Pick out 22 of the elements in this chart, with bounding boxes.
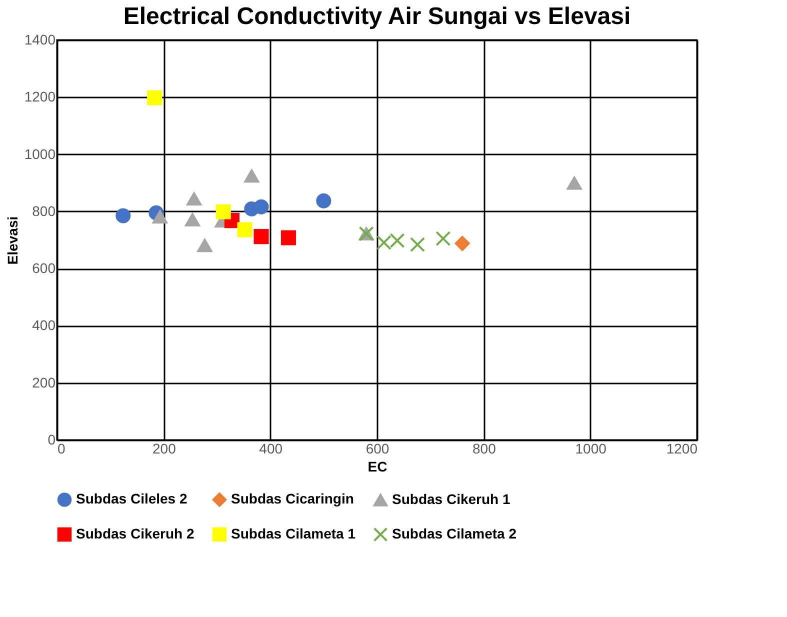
x-tick-label: 1000 xyxy=(575,440,607,456)
x-tick-label: 400 xyxy=(259,440,283,456)
legend-label: Subdas Cikeruh 1 xyxy=(392,491,510,508)
legend-label: Subdas Cilameta 1 xyxy=(231,526,356,542)
y-tick-label: 1200 xyxy=(24,88,56,105)
chart-title: Electrical Conductivity Air Sungai vs Elevasi xyxy=(123,3,631,30)
y-tick-label: 800 xyxy=(32,202,56,219)
y-tick-label: 1000 xyxy=(24,146,56,162)
x-tick-label: 1200 xyxy=(666,440,698,456)
y-tick-label: 600 xyxy=(32,260,56,276)
x-tick-label: 800 xyxy=(472,440,496,456)
y-axis-title: Elevasi xyxy=(4,216,20,265)
x-axis-title: EC xyxy=(368,458,388,474)
legend-label: Subdas Cileles 2 xyxy=(76,490,188,507)
x-tick-label: 200 xyxy=(152,440,176,456)
x-tick-label: 600 xyxy=(366,440,390,456)
y-tick-label: 1400 xyxy=(24,32,56,48)
y-tick-label: 200 xyxy=(32,374,56,390)
legend-label: Subdas Cilameta 2 xyxy=(392,526,517,542)
legend-label: Subdas Cicaringin xyxy=(231,490,354,507)
y-tick-label: 400 xyxy=(32,317,56,334)
legend-label: Subdas Cikeruh 2 xyxy=(76,526,194,542)
